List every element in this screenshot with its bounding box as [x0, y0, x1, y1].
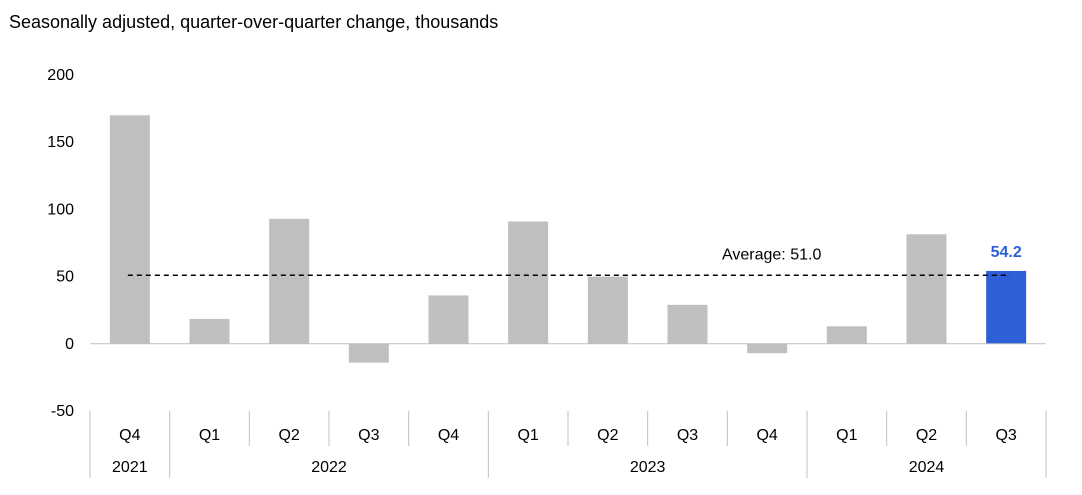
highlight-value-label: 54.2 — [991, 244, 1022, 261]
bar — [189, 318, 230, 344]
x-year-label: 2022 — [311, 459, 347, 476]
bar — [348, 343, 389, 363]
x-category-label: Q4 — [119, 427, 140, 444]
x-category-label: Q3 — [358, 427, 379, 444]
bar — [667, 304, 708, 344]
x-category-label: Q1 — [836, 427, 857, 444]
bar — [826, 326, 867, 344]
y-tick-label: 150 — [47, 134, 74, 151]
bar — [986, 270, 1027, 344]
average-label: Average: 51.0 — [722, 246, 821, 263]
x-category-label: Q2 — [916, 427, 937, 444]
y-tick-label: -50 — [51, 403, 74, 420]
x-year-label: 2024 — [909, 459, 945, 476]
bar — [109, 115, 150, 344]
category-labels: Q4 Q1 Q2 Q3 Q4 Q1 Q2 Q3 Q4 Q1 Q2 Q3 2021 2022 2023 2024 — [112, 427, 1017, 476]
y-axis-ticks: 200 150 100 50 0 -50 — [47, 67, 74, 420]
bar — [428, 295, 469, 344]
bar — [906, 234, 947, 344]
x-category-label: Q3 — [677, 427, 698, 444]
x-category-label: Q3 — [995, 427, 1016, 444]
average-annotation: Average: 51.0 54.2 — [127, 244, 1022, 276]
x-category-label: Q4 — [438, 427, 459, 444]
chart-subtitle: Seasonally adjusted, quarter-over-quarte… — [9, 12, 499, 32]
x-category-label: Q2 — [278, 427, 299, 444]
x-year-label: 2023 — [630, 459, 666, 476]
y-tick-label: 50 — [56, 269, 74, 286]
x-category-label: Q2 — [597, 427, 618, 444]
y-tick-label: 200 — [47, 67, 74, 84]
y-tick-label: 100 — [47, 201, 74, 218]
x-year-label: 2021 — [112, 459, 148, 476]
bar — [269, 218, 310, 344]
bar — [747, 343, 788, 354]
bar — [508, 221, 549, 344]
x-axis — [89, 343, 1047, 478]
y-tick-label: 0 — [65, 336, 74, 353]
x-category-label: Q1 — [517, 427, 538, 444]
x-category-label: Q4 — [756, 427, 777, 444]
bars — [109, 115, 1027, 363]
bar — [587, 276, 628, 344]
x-category-label: Q1 — [199, 427, 220, 444]
